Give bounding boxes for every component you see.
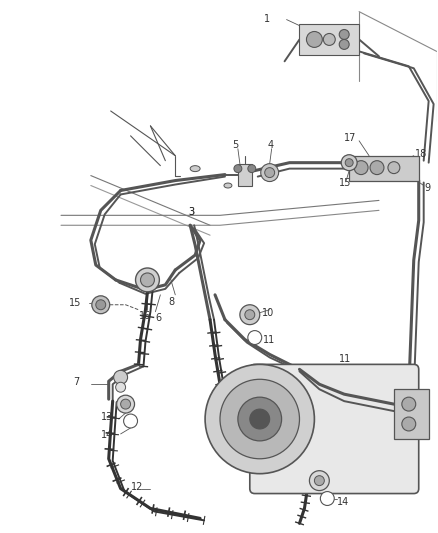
FancyBboxPatch shape [250, 365, 419, 494]
Circle shape [345, 159, 353, 167]
Circle shape [341, 155, 357, 171]
Text: 4: 4 [268, 140, 274, 150]
Circle shape [245, 310, 255, 320]
Text: 15: 15 [339, 177, 352, 188]
Ellipse shape [190, 166, 200, 172]
Circle shape [117, 395, 134, 413]
Text: 9: 9 [425, 182, 431, 192]
Text: 3: 3 [188, 207, 194, 217]
Circle shape [135, 268, 159, 292]
Text: 17: 17 [344, 133, 357, 143]
Bar [394, 389, 429, 439]
Circle shape [307, 31, 322, 47]
Circle shape [120, 399, 131, 409]
Circle shape [124, 414, 138, 428]
Text: 13: 13 [333, 478, 346, 488]
Circle shape [402, 397, 416, 411]
Circle shape [402, 417, 416, 431]
Circle shape [96, 300, 106, 310]
Text: 11: 11 [263, 335, 275, 344]
Text: 7: 7 [73, 377, 79, 387]
Ellipse shape [224, 183, 232, 188]
Text: 1: 1 [264, 13, 270, 23]
Text: 12: 12 [131, 482, 143, 491]
Circle shape [141, 273, 155, 287]
Circle shape [370, 160, 384, 175]
Circle shape [339, 39, 349, 50]
Circle shape [92, 296, 110, 314]
Circle shape [238, 397, 282, 441]
Text: 14: 14 [101, 430, 113, 440]
Text: 8: 8 [168, 297, 174, 307]
Bar [349, 156, 419, 181]
Circle shape [320, 491, 334, 505]
Circle shape [314, 475, 324, 486]
Text: 11: 11 [339, 354, 351, 365]
Bar [300, 23, 359, 55]
Circle shape [323, 34, 335, 45]
Circle shape [250, 409, 270, 429]
Circle shape [234, 165, 242, 173]
Circle shape [388, 161, 400, 174]
Circle shape [309, 471, 329, 490]
Circle shape [248, 330, 262, 344]
Text: 18: 18 [415, 149, 427, 159]
Text: 16: 16 [138, 311, 151, 321]
Text: 6: 6 [155, 313, 162, 322]
Circle shape [116, 382, 126, 392]
Circle shape [220, 379, 300, 459]
Text: 3: 3 [188, 207, 194, 217]
Circle shape [339, 29, 349, 39]
Circle shape [205, 365, 314, 474]
Circle shape [248, 165, 256, 173]
Circle shape [240, 305, 260, 325]
Text: 10: 10 [262, 308, 274, 318]
Text: 15: 15 [69, 298, 81, 308]
Circle shape [354, 160, 368, 175]
Text: 14: 14 [337, 497, 350, 506]
Circle shape [265, 168, 275, 177]
Circle shape [114, 370, 127, 384]
Text: 13: 13 [101, 412, 113, 422]
Circle shape [261, 164, 279, 182]
Text: 5: 5 [232, 140, 238, 150]
Bar [238, 164, 252, 185]
